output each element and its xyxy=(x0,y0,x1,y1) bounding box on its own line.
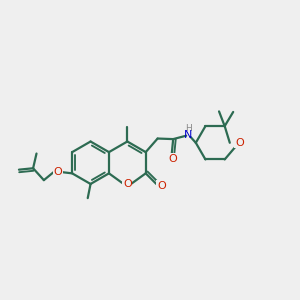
Text: N: N xyxy=(184,130,192,140)
Text: O: O xyxy=(54,167,62,177)
Text: O: O xyxy=(157,181,166,190)
Text: O: O xyxy=(123,179,132,189)
Text: O: O xyxy=(169,154,177,164)
Text: H: H xyxy=(185,124,191,133)
Text: O: O xyxy=(235,138,244,148)
